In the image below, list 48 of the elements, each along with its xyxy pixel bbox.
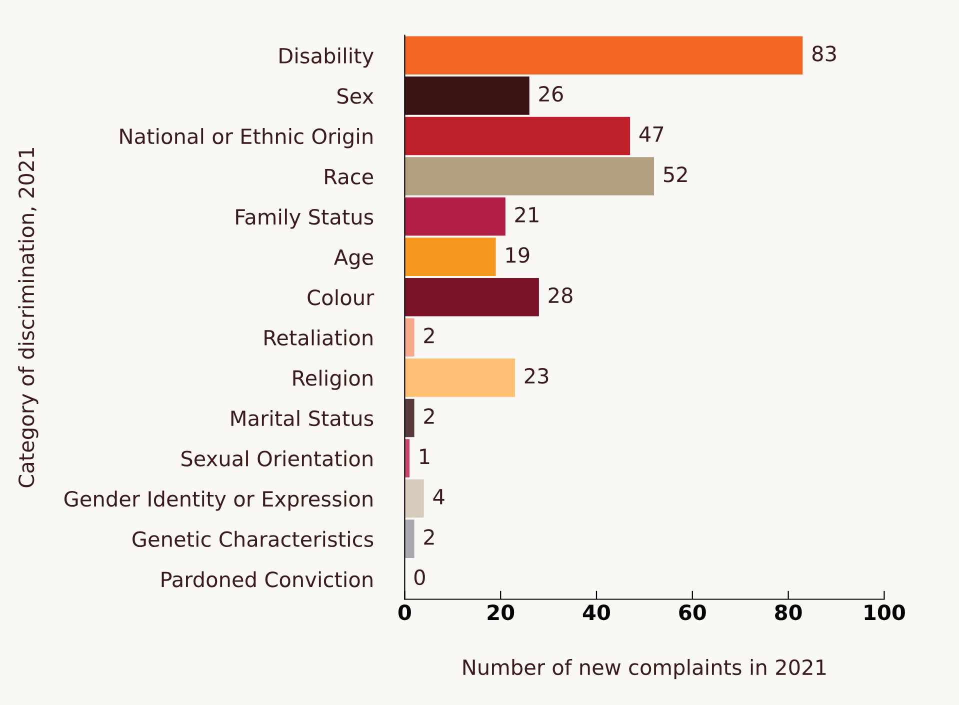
data-label: 2 [424, 408, 434, 424]
x-tick-label: 80 [775, 604, 802, 620]
bar [404, 116, 630, 156]
bar [404, 278, 539, 316]
data-label: 21 [515, 206, 538, 222]
data-label: 83 [812, 46, 836, 62]
x-tick-label: 20 [488, 604, 514, 620]
y-axis-title: Category of discrimination, 2021 [18, 148, 38, 488]
bar [404, 76, 530, 115]
y-tick-label: Family Status [236, 208, 374, 229]
bar [404, 520, 414, 558]
bar [404, 479, 424, 518]
y-tick-label: Retaliation [264, 329, 372, 346]
data-label: 23 [524, 368, 548, 384]
x-tick-label: 100 [864, 604, 905, 620]
bar [404, 238, 496, 276]
y-tick-label: Race [325, 168, 374, 184]
y-tick-label: Genetic Characteristics [132, 530, 374, 548]
y-tick-label: Sex [338, 88, 374, 104]
data-label: 47 [639, 126, 664, 142]
x-axis-title: Number of new complaints in 2021 [463, 658, 826, 680]
x-tick-label: 60 [679, 604, 706, 620]
y-tick-label: Gender Identity or Expression [64, 490, 372, 511]
x-tick-label: 40 [582, 604, 610, 620]
data-label: 1 [420, 448, 430, 464]
data-label: 19 [506, 247, 530, 263]
data-label: 26 [539, 86, 563, 102]
data-label: 4 [433, 489, 444, 504]
y-tick-label: Pardoned Conviction [162, 571, 372, 588]
y-tick-label: Colour [308, 289, 374, 306]
bar [404, 318, 414, 357]
bar [404, 197, 506, 236]
bar [404, 36, 803, 75]
data-label: 2 [424, 529, 434, 545]
bar [404, 398, 414, 438]
data-label: 2 [424, 328, 434, 344]
y-tick-label: Sexual Orientation [182, 450, 372, 466]
bar [404, 358, 515, 397]
y-tick-label: National or Ethnic Origin [120, 128, 372, 148]
y-tick-label: Religion [293, 370, 372, 390]
data-label: 0 [414, 569, 425, 586]
bar [404, 157, 654, 196]
data-label: 52 [664, 166, 687, 182]
x-tick-label: 0 [398, 604, 411, 620]
y-tick-label: Disability [280, 47, 374, 68]
y-tick-label: Marital Status [231, 410, 374, 426]
y-tick-label: Age [334, 250, 374, 270]
data-label: 28 [548, 287, 572, 304]
